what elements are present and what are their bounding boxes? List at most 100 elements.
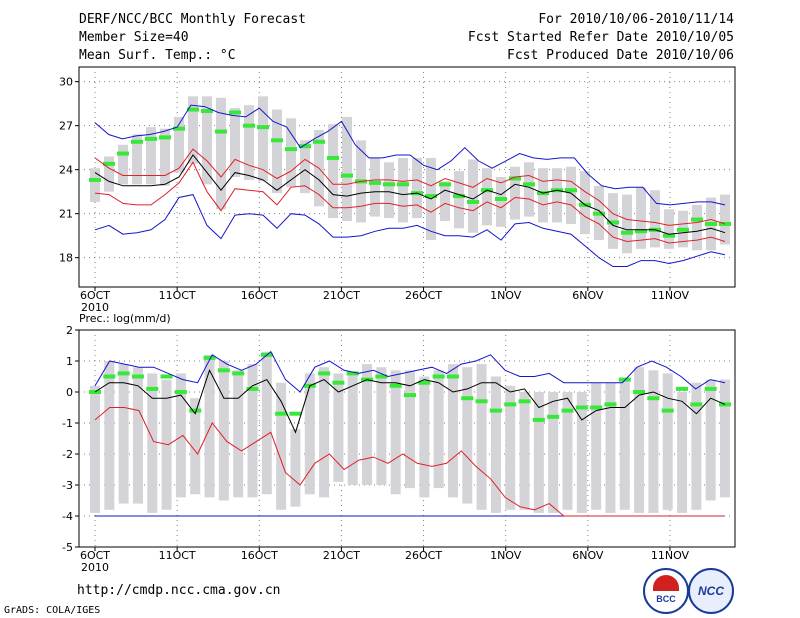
temp-ensemble-box bbox=[580, 171, 590, 235]
precip-xtick-label: 11OCT bbox=[159, 549, 196, 562]
precip-ensemble-box bbox=[605, 382, 616, 513]
temp-ytick-label: 24 bbox=[59, 164, 73, 177]
precip-ensemble-box bbox=[591, 382, 602, 510]
precip-ytick-label: -2 bbox=[62, 448, 73, 461]
temp-lower-std-line bbox=[94, 161, 726, 244]
member-size-label: Member Size=40 bbox=[79, 30, 189, 45]
precip-ensemble-box bbox=[347, 373, 358, 485]
temp-median-mark bbox=[187, 107, 199, 112]
temp-median-mark bbox=[89, 177, 101, 182]
temp-median-mark bbox=[677, 227, 689, 232]
temp-ensemble-box bbox=[650, 190, 660, 248]
precip-median-mark bbox=[275, 411, 288, 416]
temp-ensemble-box bbox=[216, 97, 226, 210]
temp-median-mark bbox=[663, 233, 675, 238]
chart-title: DERF/NCC/BCC Monthly Forecast bbox=[79, 12, 306, 27]
temp-median-mark bbox=[243, 123, 255, 128]
temp-median-mark bbox=[145, 136, 157, 141]
temp-ensemble-box bbox=[300, 140, 310, 194]
temp-median-mark bbox=[215, 129, 227, 134]
temp-ensemble-box bbox=[146, 127, 156, 185]
precip-median-mark bbox=[489, 408, 502, 413]
precip-ensemble-box bbox=[519, 392, 530, 510]
temp-xtick-label: 6OCT bbox=[80, 289, 110, 302]
precip-lower-std-line bbox=[94, 407, 725, 517]
precip-xtick-year: 2010 bbox=[81, 561, 109, 574]
precip-median-mark bbox=[389, 383, 402, 388]
precip-ensemble-box bbox=[476, 364, 487, 510]
temp-median-mark bbox=[103, 161, 115, 166]
temp-ensemble-box bbox=[286, 118, 296, 188]
temp-median-mark bbox=[117, 151, 129, 156]
precip-median-mark bbox=[375, 374, 388, 379]
temp-ensemble-box bbox=[398, 157, 408, 223]
precip-ensemble-box bbox=[419, 376, 430, 498]
precip-ensemble-box bbox=[634, 367, 645, 513]
temp-xtick-label: 1NOV bbox=[490, 289, 522, 302]
bottom-panel-frame bbox=[78, 329, 736, 548]
temp-ensemble-box bbox=[468, 159, 478, 233]
precip-ensemble-box bbox=[720, 379, 730, 498]
temp-xtick-label: 21OCT bbox=[323, 289, 360, 302]
temp-median-mark bbox=[383, 182, 395, 187]
temp-ensemble-box bbox=[552, 168, 562, 223]
precip-ensemble-box bbox=[405, 370, 415, 489]
precip-median-mark bbox=[117, 371, 130, 376]
precip-ensemble-box bbox=[376, 367, 387, 485]
temp-median-mark bbox=[257, 125, 269, 130]
temp-median-mark bbox=[285, 147, 297, 152]
precip-median-mark bbox=[446, 374, 459, 379]
temp-min-line bbox=[94, 194, 726, 267]
precip-median-mark bbox=[590, 405, 603, 410]
temp-median-mark bbox=[131, 139, 143, 144]
precip-median-mark bbox=[661, 408, 674, 413]
precip-ensemble-box bbox=[677, 392, 688, 513]
precip-max-line bbox=[94, 350, 726, 393]
precip-median-mark bbox=[461, 396, 474, 401]
temp-xtick-year: 2010 bbox=[81, 301, 109, 314]
temp-ensemble-box bbox=[188, 96, 198, 164]
website-url[interactable]: http://cmdp.ncc.cma.gov.cn bbox=[77, 583, 281, 598]
temp-xtick-label: 11OCT bbox=[159, 289, 196, 302]
temp-median-mark bbox=[621, 230, 633, 235]
temp-median-mark bbox=[453, 194, 465, 199]
bcc-logo: BCC bbox=[643, 568, 689, 614]
precip-ensemble-box bbox=[490, 376, 501, 513]
precip-ensemble-box bbox=[390, 370, 401, 495]
temp-ensemble-box bbox=[510, 166, 520, 220]
precip-ensemble-box bbox=[276, 382, 287, 510]
precip-ensemble-box bbox=[247, 364, 258, 498]
temp-median-mark bbox=[271, 138, 283, 143]
temp-median-mark bbox=[299, 144, 311, 149]
precip-median-mark bbox=[418, 380, 431, 385]
temp-ytick-label: 30 bbox=[59, 76, 73, 89]
precip-median-mark bbox=[189, 408, 202, 413]
precip-median-mark bbox=[504, 402, 517, 407]
temp-median-mark bbox=[201, 109, 213, 113]
precip-median-mark bbox=[404, 393, 416, 398]
precip-ensemble-box bbox=[304, 373, 315, 495]
precip-median-mark bbox=[432, 374, 445, 379]
temp-xtick-label: 6NOV bbox=[572, 289, 604, 302]
bcc-logo-emblem bbox=[653, 575, 679, 591]
temp-ensemble-box bbox=[342, 116, 352, 221]
temp-ensemble-box bbox=[258, 96, 268, 182]
precip-median-mark bbox=[647, 396, 660, 401]
precip-ensemble-box bbox=[576, 392, 587, 513]
ncc-logo: NCC bbox=[688, 568, 734, 614]
precip-panel-title: Prec.: log(mm/d) bbox=[79, 312, 171, 325]
precip-ensemble-box bbox=[447, 364, 458, 498]
precip-ensemble-box bbox=[462, 367, 473, 504]
precip-median-mark bbox=[532, 417, 545, 422]
precip-median-mark bbox=[704, 386, 717, 391]
precip-ensemble-box bbox=[548, 392, 559, 513]
temp-median-mark bbox=[467, 199, 479, 204]
temp-ytick-label: 27 bbox=[59, 120, 73, 133]
top-panel-frame bbox=[78, 66, 736, 288]
temp-ensemble-box bbox=[272, 109, 282, 194]
precip-ensemble-box bbox=[662, 373, 673, 510]
precip-xtick-label: 11NOV bbox=[651, 549, 690, 562]
temp-ytick-label: 21 bbox=[59, 208, 73, 221]
precip-ensemble-box bbox=[362, 364, 373, 485]
